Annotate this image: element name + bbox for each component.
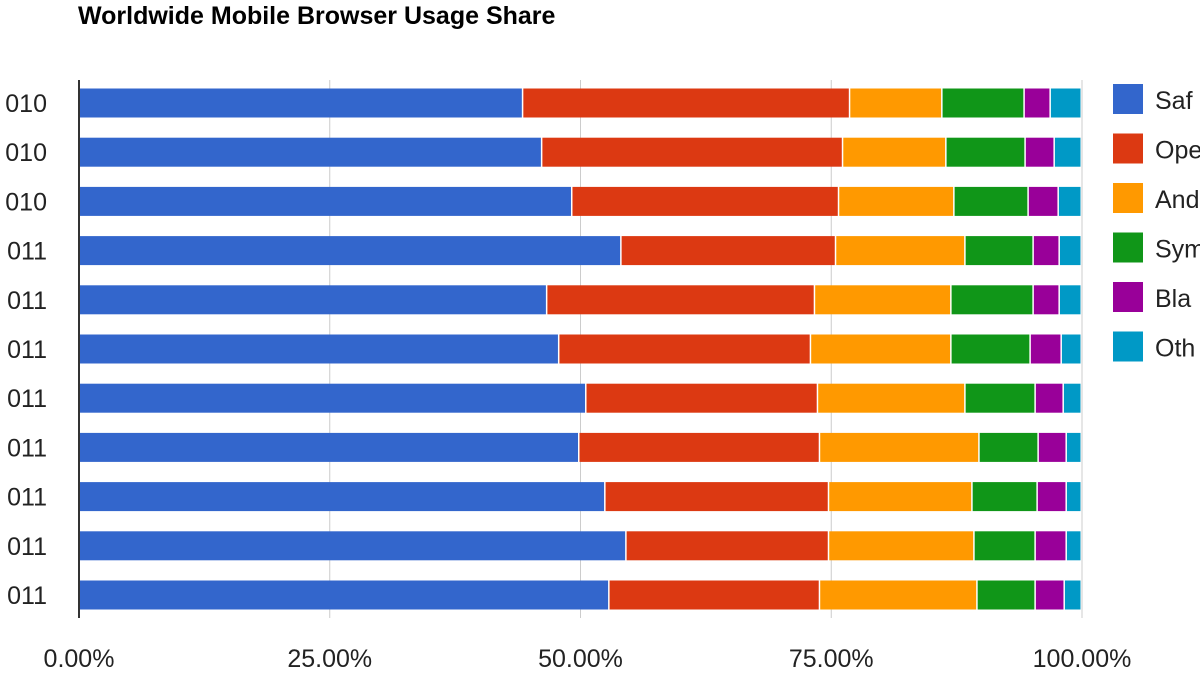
bar-segment-sym	[942, 88, 1024, 118]
y-category-label: 011	[7, 533, 47, 561]
bar-segment-sym	[946, 137, 1025, 167]
bar-segment-bla	[1035, 531, 1066, 561]
bar-segment-saf	[79, 186, 571, 216]
bar-segment-oth	[1054, 137, 1081, 167]
bar-segment-oth	[1059, 236, 1081, 266]
bar-segment-bla	[1024, 88, 1050, 118]
legend-label: Bla	[1155, 285, 1191, 313]
bar-segment-and	[829, 482, 972, 512]
y-category-label: 010	[5, 139, 47, 167]
bar-segment-and	[815, 285, 951, 315]
bar-segment-ope	[579, 432, 819, 462]
bar-segment-sym	[951, 334, 1030, 364]
bar-segment-oth	[1066, 482, 1081, 512]
bar-segment-sym	[965, 236, 1033, 266]
bar-segment-ope	[609, 580, 819, 610]
bar-segment-sym	[951, 285, 1033, 315]
bar-segment-and	[850, 88, 942, 118]
legend-label: Oth	[1155, 335, 1195, 363]
bar-segment-bla	[1037, 482, 1066, 512]
legend-swatch	[1113, 331, 1143, 362]
bar-segment-ope	[523, 88, 849, 118]
bar-segment-ope	[621, 236, 835, 266]
y-category-label: 010	[5, 90, 47, 118]
bar-segment-and	[829, 531, 974, 561]
y-category-label: 011	[7, 385, 47, 413]
legend-swatch	[1113, 232, 1143, 263]
bar-segment-ope	[542, 137, 842, 167]
bar-segment-saf	[79, 432, 578, 462]
x-tick-label: 100.00%	[1033, 645, 1132, 673]
bar-segment-saf	[79, 580, 609, 610]
x-tick-label: 50.00%	[538, 645, 623, 673]
bar-segment-oth	[1064, 580, 1081, 610]
bar-segment-oth	[1063, 383, 1081, 413]
bar-segment-bla	[1035, 580, 1064, 610]
bar-segment-sym	[974, 531, 1035, 561]
y-category-label: 011	[7, 484, 47, 512]
bar-segment-saf	[79, 334, 558, 364]
bar-segment-sym	[972, 482, 1037, 512]
y-category-label: 011	[7, 238, 47, 266]
bar-segment-oth	[1059, 285, 1081, 315]
y-category-label: 010	[5, 188, 47, 216]
bar-segment-bla	[1035, 383, 1063, 413]
bar-segment-and	[820, 432, 979, 462]
bar-segment-and	[839, 186, 954, 216]
bar-segment-sym	[965, 383, 1035, 413]
bar-segment-saf	[79, 383, 586, 413]
x-tick-label: 0.00%	[44, 645, 115, 673]
bar-segment-sym	[977, 580, 1035, 610]
bar-segment-ope	[605, 482, 828, 512]
bar-segment-bla	[1030, 334, 1061, 364]
y-category-label: 011	[7, 434, 47, 462]
bar-segment-and	[818, 383, 965, 413]
y-category-label: 011	[7, 582, 47, 610]
chart-title: Worldwide Mobile Browser Usage Share	[78, 2, 556, 30]
legend-label: Saf	[1155, 87, 1193, 115]
bar-segment-oth	[1058, 186, 1081, 216]
x-tick-label: 25.00%	[287, 645, 372, 673]
bar-segment-bla	[1025, 137, 1054, 167]
bar-segment-ope	[626, 531, 828, 561]
bar-segment-and	[843, 137, 946, 167]
bar-segment-ope	[586, 383, 817, 413]
legend-label: Ope	[1155, 137, 1200, 165]
bar-segment-oth	[1061, 334, 1081, 364]
bar-segment-bla	[1028, 186, 1058, 216]
bar-segment-oth	[1066, 531, 1081, 561]
bar-segment-sym	[979, 432, 1038, 462]
bar-segment-oth	[1066, 432, 1081, 462]
legend-label: Sym	[1155, 236, 1200, 264]
bar-segment-and	[836, 236, 965, 266]
bar-segment-saf	[79, 88, 522, 118]
legend-swatch	[1113, 84, 1143, 114]
bar-segment-saf	[79, 531, 626, 561]
legend-label: And	[1155, 186, 1199, 214]
bar-segment-and	[811, 334, 951, 364]
bar-segment-saf	[79, 482, 605, 512]
bar-segment-saf	[79, 285, 546, 315]
bar-segment-bla	[1033, 285, 1059, 315]
y-category-label: 011	[7, 336, 47, 364]
bar-segment-ope	[559, 334, 810, 364]
bar-segment-sym	[954, 186, 1028, 216]
y-category-label: 011	[7, 287, 47, 315]
bar-segment-ope	[547, 285, 814, 315]
bar-segment-oth	[1050, 88, 1081, 118]
legend-swatch	[1113, 183, 1143, 213]
bar-segment-saf	[79, 137, 541, 167]
legend-swatch	[1113, 133, 1143, 164]
legend-swatch	[1113, 282, 1143, 312]
x-tick-label: 75.00%	[789, 645, 874, 673]
bar-segment-bla	[1033, 236, 1059, 266]
bar-segment-bla	[1038, 432, 1066, 462]
bar-segment-ope	[572, 186, 838, 216]
bar-segment-saf	[79, 236, 621, 266]
bar-segment-and	[820, 580, 977, 610]
